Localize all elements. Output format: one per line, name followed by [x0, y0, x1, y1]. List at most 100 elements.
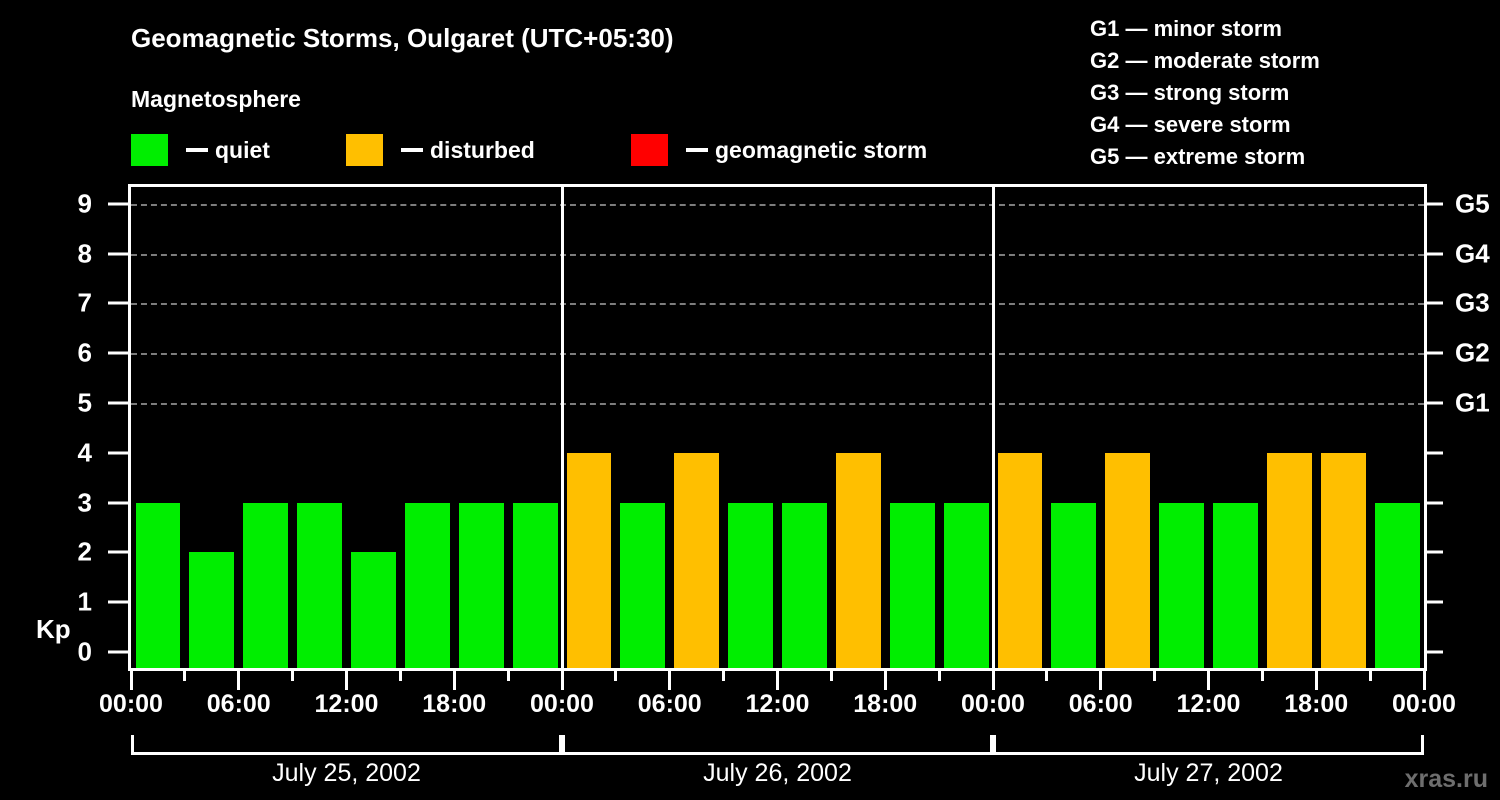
time-tick: [883, 668, 887, 690]
gscale-legend-row-g4: G4 — severe storm: [1074, 109, 1494, 141]
kp-tick-mark-7: [108, 301, 128, 305]
bar: [566, 452, 612, 668]
time-tick-label: 00:00: [99, 690, 163, 718]
bar: [782, 502, 827, 668]
gridline-kp-6: [131, 353, 1424, 356]
gscale-tick-label-g1: G1: [1455, 387, 1490, 418]
time-tick-label: 18:00: [853, 690, 918, 718]
kp-tick-mark-2: [108, 550, 128, 554]
gscale-dash-icon: —: [1119, 144, 1154, 169]
gscale-description: moderate storm: [1153, 48, 1320, 73]
plot-area: [128, 184, 1427, 668]
gscale-tick-label-g3: G3: [1455, 287, 1490, 318]
kp-tick-label-4: 4: [77, 437, 92, 468]
bar: [189, 552, 235, 668]
time-tick: [291, 668, 295, 681]
time-tick: [1422, 668, 1426, 690]
legend-swatch-quiet: [131, 134, 168, 166]
gscale-axis: G1 G2 G3 G4 G5: [1427, 184, 1500, 668]
time-tick: [1260, 668, 1264, 681]
gscale-minor-tick-1: [1427, 600, 1443, 604]
bar: [835, 452, 881, 668]
legend-label-geomagnetic-storm: geomagnetic storm: [715, 136, 928, 163]
gscale-minor-tick-4: [1427, 451, 1443, 455]
gscale-minor-tick-3: [1427, 501, 1443, 505]
time-tick-label: 06:00: [1068, 690, 1133, 718]
gscale-tick-label-g2: G2: [1455, 337, 1490, 368]
time-tick: [237, 668, 241, 690]
day-label: July 25, 2002: [272, 759, 421, 787]
bar: [1213, 502, 1258, 668]
time-tick: [776, 668, 779, 690]
bar: [351, 552, 396, 668]
plot-inner: [131, 184, 1424, 668]
time-tick: [722, 668, 726, 681]
bar: [1051, 502, 1097, 668]
legend-dash-icon: [186, 148, 208, 152]
time-tick: [452, 668, 456, 690]
kp-tick-mark-8: [108, 252, 128, 256]
page-title: Geomagnetic Storms, Oulgaret (UTC+05:30): [131, 23, 674, 53]
time-tick: [560, 668, 564, 690]
gscale-tick-mark-g1: [1427, 401, 1443, 405]
kp-tick-mark-1: [108, 600, 128, 604]
legend-swatch-geomagnetic-storm: [631, 134, 668, 166]
time-tick-label: 06:00: [206, 690, 271, 718]
gscale-code: G2: [1090, 48, 1120, 73]
day-divider: [991, 184, 995, 668]
gscale-dash-icon: —: [1119, 48, 1154, 73]
kp-tick-label-7: 7: [77, 287, 92, 318]
kp-tick-label-3: 3: [77, 487, 92, 518]
time-axis: 00:00 06:00 12:00 18:00 00:00 06:00 12:00 18:00…: [99, 668, 1456, 718]
bar: [674, 452, 720, 668]
legend-label-disturbed: disturbed: [430, 136, 535, 163]
time-tick: [1045, 668, 1049, 681]
gridline-kp-7: [131, 303, 1424, 306]
gridline-kp-9: [131, 203, 1424, 206]
gscale-legend-row-g1: G1 — minor storm: [1074, 13, 1494, 45]
gscale-tick-label-g5: G5: [1455, 188, 1490, 219]
gscale-tick-mark-g3: [1427, 301, 1443, 305]
kp-tick-mark-6: [108, 351, 128, 355]
time-tick: [506, 668, 510, 681]
legend-label-quiet: quiet: [215, 136, 270, 163]
bar: [620, 502, 666, 668]
kp-tick-label-5: 5: [77, 387, 92, 418]
day-label: July 26, 2002: [703, 759, 852, 787]
gscale-dash-icon: —: [1119, 16, 1154, 41]
time-tick-label: 18:00: [422, 690, 487, 718]
gscale-code: G5: [1090, 144, 1120, 169]
gscale-description: severe storm: [1153, 112, 1291, 137]
gscale-legend: G1 — minor storm G2 — moderate storm G3 — …: [1074, 13, 1494, 173]
gscale-description: strong storm: [1153, 80, 1290, 105]
day-bracket: [562, 735, 993, 755]
time-tick-label: 00:00: [1392, 690, 1456, 718]
bar: [1159, 502, 1204, 668]
gscale-minor-tick-2: [1427, 550, 1443, 554]
gscale-tick-label-g4: G4: [1455, 238, 1490, 269]
gscale-tick-mark-g5: [1427, 202, 1443, 206]
time-tick-label: 12:00: [1176, 690, 1241, 718]
time-tick: [183, 668, 187, 681]
bar: [943, 502, 989, 668]
kp-tick-label-2: 2: [77, 536, 92, 567]
kp-tick-mark-3: [108, 501, 128, 505]
gscale-dash-icon: —: [1119, 80, 1154, 105]
legend-dash-icon: [401, 148, 423, 152]
gscale-tick-mark-g4: [1427, 252, 1443, 256]
bar: [728, 502, 773, 668]
gscale-code: G4: [1090, 112, 1120, 137]
time-tick: [1314, 668, 1318, 690]
legend-entry-disturbed: disturbed: [346, 132, 535, 168]
gscale-description: extreme storm: [1153, 144, 1306, 169]
kp-tick-mark-0: [108, 650, 128, 654]
time-tick: [829, 668, 833, 681]
time-tick-label: 18:00: [1284, 690, 1349, 718]
day-divider: [560, 184, 564, 668]
time-tick-label: 00:00: [530, 690, 594, 718]
kp-tick-mark-5: [108, 401, 128, 405]
time-tick-label: 06:00: [637, 690, 702, 718]
legend-swatch-disturbed: [346, 134, 383, 166]
gridline-kp-5: [131, 403, 1424, 406]
kp-tick-label-9: 9: [77, 188, 92, 219]
